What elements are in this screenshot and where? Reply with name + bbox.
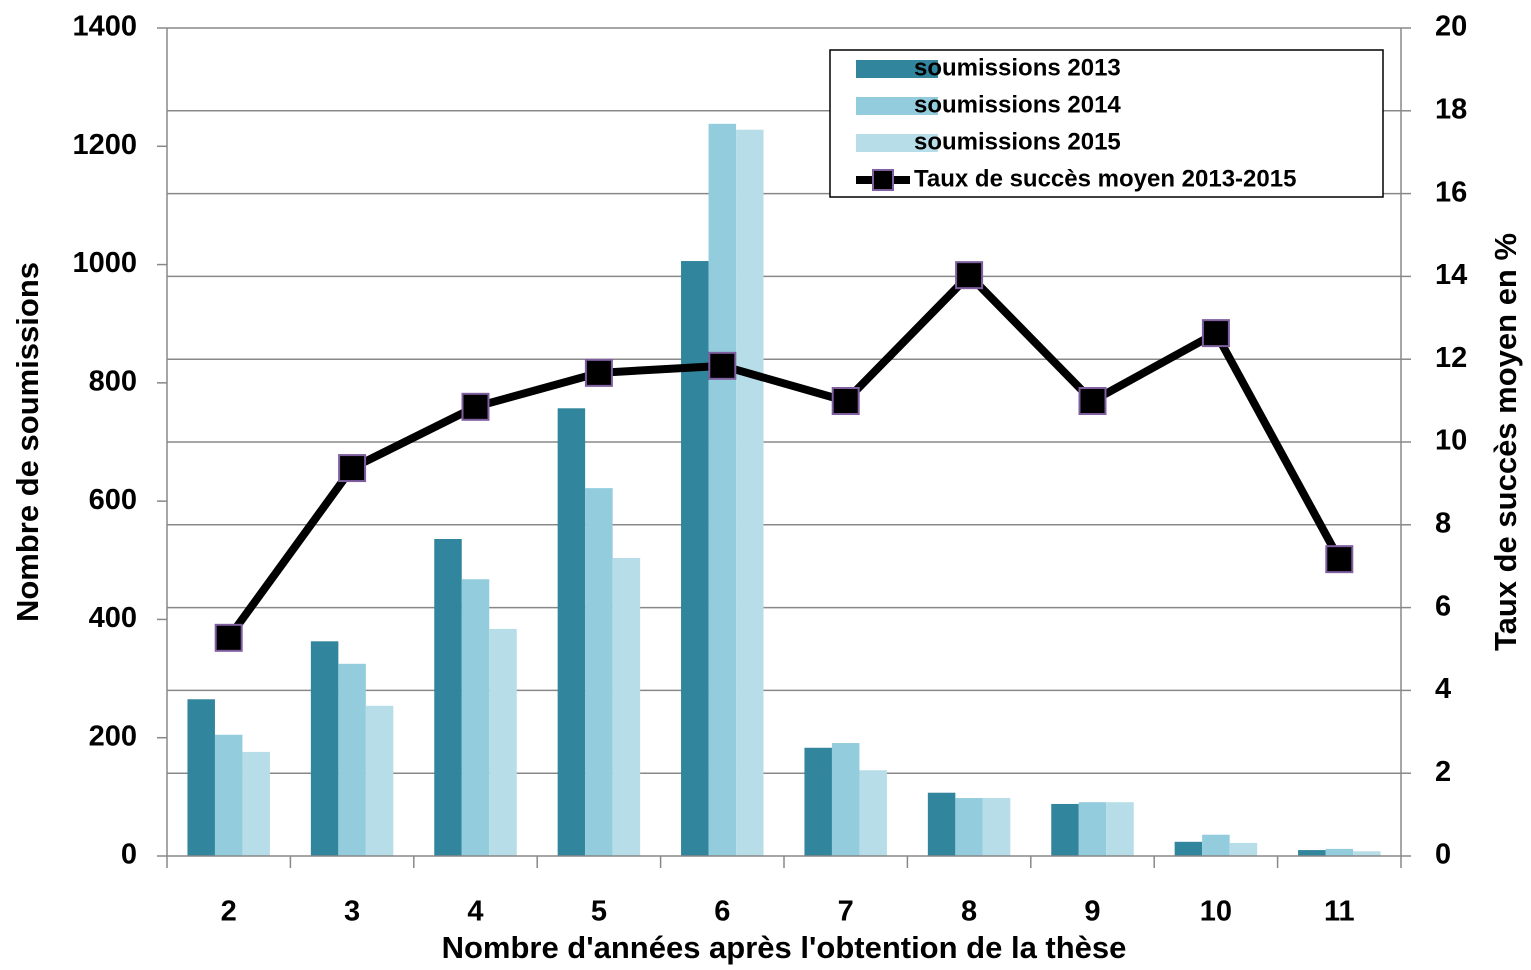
bar — [736, 129, 764, 856]
bar — [214, 734, 243, 856]
legend-label: soumissions 2015 — [914, 128, 1121, 155]
line — [225, 271, 1343, 641]
x-tick-label: 3 — [344, 896, 360, 928]
x-tick-label: 4 — [467, 896, 483, 928]
y-tick-label: 600 — [89, 484, 137, 516]
bar — [708, 123, 737, 857]
legend-label: soumissions 2014 — [914, 91, 1121, 118]
bar — [831, 743, 860, 856]
y2-tick-label: 20 — [1435, 11, 1467, 43]
x-tick-label: 2 — [221, 896, 237, 928]
y2-tick-label: 18 — [1435, 93, 1467, 125]
y-tick-label: 1400 — [72, 11, 137, 43]
legend-label: Taux de succès moyen 2013-2015 — [914, 165, 1296, 192]
bar — [681, 261, 709, 857]
x-tick-label: 11 — [1324, 896, 1355, 928]
legend-swatch — [856, 97, 938, 115]
legend-swatch — [872, 169, 894, 191]
y2-tick-label: 12 — [1435, 342, 1467, 374]
y-tick-label: 1200 — [72, 129, 137, 161]
bar — [585, 488, 613, 856]
y-tick-label: 200 — [89, 720, 137, 752]
line-marker — [831, 387, 860, 416]
bar — [804, 747, 832, 856]
y-tick-label: 1000 — [72, 247, 137, 279]
legend-swatch — [856, 134, 938, 152]
y2-tick-label: 2 — [1435, 756, 1451, 788]
bar — [187, 699, 215, 856]
bar — [927, 792, 956, 856]
line-marker — [338, 454, 367, 483]
bar — [982, 798, 1011, 856]
bar — [1106, 802, 1134, 856]
line-marker — [708, 351, 737, 380]
legend-label: soumissions 2013 — [914, 54, 1121, 81]
bar — [365, 705, 394, 856]
line-marker — [1201, 319, 1230, 348]
bar — [1051, 803, 1079, 856]
x-tick-label: 10 — [1200, 896, 1232, 928]
bar — [1078, 802, 1107, 856]
x-tick-label: 7 — [838, 896, 854, 928]
line-marker — [1078, 387, 1107, 416]
y-axis-title: Nombre de soumissions — [10, 262, 45, 622]
x-axis-title: Nombre d'années après l'obtention de la … — [442, 930, 1127, 965]
y2-tick-label: 14 — [1435, 259, 1467, 291]
x-tick-label: 5 — [591, 896, 607, 928]
line-marker — [214, 623, 243, 652]
y-tick-label: 800 — [89, 366, 137, 398]
y2-tick-label: 8 — [1435, 507, 1451, 539]
y-tick-label: 400 — [89, 602, 137, 634]
bar — [310, 641, 339, 856]
bar — [1325, 848, 1354, 856]
bar — [242, 751, 270, 856]
line-marker — [584, 358, 613, 387]
y2-axis-title: Taux de succès moyen en % — [1488, 233, 1523, 651]
bar — [955, 798, 983, 856]
y2-tick-label: 4 — [1435, 673, 1451, 705]
x-tick-label: 9 — [1084, 896, 1100, 928]
bar — [489, 628, 517, 856]
bar — [1229, 842, 1258, 856]
bar — [434, 538, 462, 856]
bar — [557, 408, 586, 856]
y-tick-label: 0 — [121, 839, 137, 871]
bar — [1298, 850, 1326, 856]
y2-tick-label: 0 — [1435, 839, 1451, 871]
y2-tick-label: 10 — [1435, 425, 1467, 457]
bar — [338, 663, 366, 856]
x-tick-label: 8 — [961, 896, 977, 928]
bar — [1202, 834, 1230, 856]
y2-tick-label: 6 — [1435, 590, 1451, 622]
bar — [859, 770, 887, 856]
line-marker — [955, 261, 984, 290]
legend-swatch — [856, 60, 938, 78]
bar — [1353, 851, 1381, 856]
bar — [1174, 841, 1203, 856]
x-tick-label: 6 — [714, 896, 730, 928]
bar — [461, 579, 490, 856]
bar — [612, 557, 641, 856]
y2-tick-label: 16 — [1435, 176, 1467, 208]
line-marker — [461, 392, 490, 421]
line-marker — [1325, 545, 1354, 574]
